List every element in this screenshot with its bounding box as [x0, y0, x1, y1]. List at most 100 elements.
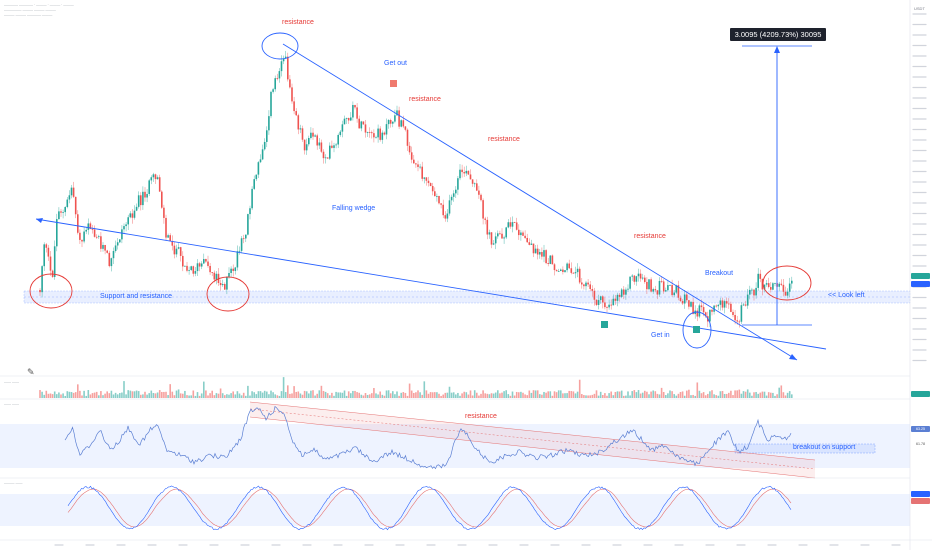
volume-bar: [68, 391, 71, 398]
volume-bar: [639, 393, 642, 398]
candle-body: [455, 189, 457, 194]
candle-body: [39, 290, 41, 293]
volume-bar: [776, 394, 778, 398]
volume-bar: [557, 390, 560, 398]
candle-body: [66, 199, 69, 208]
candle-body: [131, 213, 134, 218]
resistance-label: resistance: [488, 136, 520, 143]
candle-body: [501, 233, 503, 239]
volume-bar: [408, 383, 411, 398]
rsi-tag: 61.78: [911, 441, 930, 447]
volume-bar: [440, 395, 442, 398]
volume-bar: [192, 390, 195, 398]
volume-bar: [746, 389, 749, 398]
candle-body: [583, 284, 585, 287]
candle-body: [230, 268, 232, 273]
volume-bar: [755, 391, 757, 398]
volume-bar: [700, 393, 703, 398]
volume-bar: [322, 390, 325, 398]
volume-bar: [480, 393, 482, 398]
volume-bar: [759, 392, 762, 398]
volume-bar: [423, 381, 426, 398]
volume-bar: [188, 395, 190, 398]
volume-bar: [251, 391, 253, 398]
candle-body: [417, 164, 419, 167]
volume-bar: [681, 391, 684, 398]
candle-body: [788, 283, 791, 292]
candle-body: [702, 307, 705, 313]
candle-body: [169, 235, 171, 242]
volume-bar: [280, 391, 283, 398]
volume-bar: [702, 392, 705, 398]
candle-body: [585, 282, 587, 287]
candle-body: [738, 321, 741, 323]
candle-body: [524, 235, 526, 238]
candle-body: [450, 196, 453, 201]
get-out-label: Get out: [384, 60, 407, 67]
volume-bar: [473, 390, 476, 398]
pencil-icon[interactable]: ✎: [27, 367, 35, 377]
volume-bar: [753, 392, 755, 398]
candle-body: [312, 132, 314, 137]
volume-bar: [356, 392, 358, 398]
candle-body: [356, 107, 358, 119]
volume-bar: [303, 390, 306, 398]
candle-body: [396, 110, 398, 116]
volume-bar: [91, 393, 94, 398]
candle-body: [85, 229, 87, 232]
candle-body: [494, 236, 497, 244]
volume-bar: [551, 395, 554, 398]
candle-body: [234, 267, 237, 271]
chart-header-line: ——— ——— ———— ———: [4, 13, 53, 17]
rsi-resistance-channel: [250, 402, 815, 478]
resistance-label: resistance: [634, 233, 666, 240]
volume-bar: [387, 390, 390, 398]
candle-body: [100, 236, 102, 249]
price-axis: [912, 13, 927, 362]
candle-body: [238, 250, 241, 252]
volume-bar: [572, 391, 575, 398]
candle-body: [205, 259, 207, 262]
volume-bar: [110, 390, 113, 398]
candle-body: [360, 121, 363, 129]
volume-bar: [74, 392, 77, 398]
volume-bar: [543, 391, 545, 398]
candle-body: [635, 276, 638, 282]
candle-body: [461, 169, 463, 173]
candle-body: [425, 177, 428, 181]
buy-marker: [693, 326, 700, 333]
candle-body: [198, 263, 201, 267]
candle-body: [662, 281, 665, 292]
candle-body: [444, 215, 447, 219]
buy-marker: [601, 321, 608, 328]
candle-body: [507, 222, 510, 228]
volume-bar: [108, 393, 111, 398]
candle-body: [410, 152, 413, 160]
candle-body: [778, 283, 780, 287]
volume-bar: [686, 390, 688, 398]
volume-bar: [177, 389, 180, 398]
price-tag: [911, 281, 930, 287]
volume-bar: [272, 392, 274, 398]
volume-bar: [786, 392, 789, 398]
volume-bar: [247, 385, 249, 398]
candle-body: [728, 303, 730, 305]
volume-bar: [730, 390, 732, 398]
candle-body: [530, 243, 533, 245]
volume-bar: [549, 391, 552, 398]
volume-bar: [182, 393, 184, 398]
volume-bars: [39, 377, 793, 398]
volume-bar: [623, 395, 625, 398]
candle-body: [423, 177, 426, 179]
highlight-circle: [682, 311, 712, 349]
volume-bar: [688, 389, 690, 398]
volume-bar: [133, 391, 136, 398]
candle-body: [247, 214, 249, 235]
volume-bar: [85, 395, 87, 398]
rsi-breakout-zone: [734, 443, 876, 454]
candle-body: [429, 183, 432, 187]
volume-bar: [553, 391, 556, 398]
volume-bar: [778, 387, 780, 398]
volume-bar: [593, 393, 596, 398]
candle-body: [511, 222, 514, 227]
